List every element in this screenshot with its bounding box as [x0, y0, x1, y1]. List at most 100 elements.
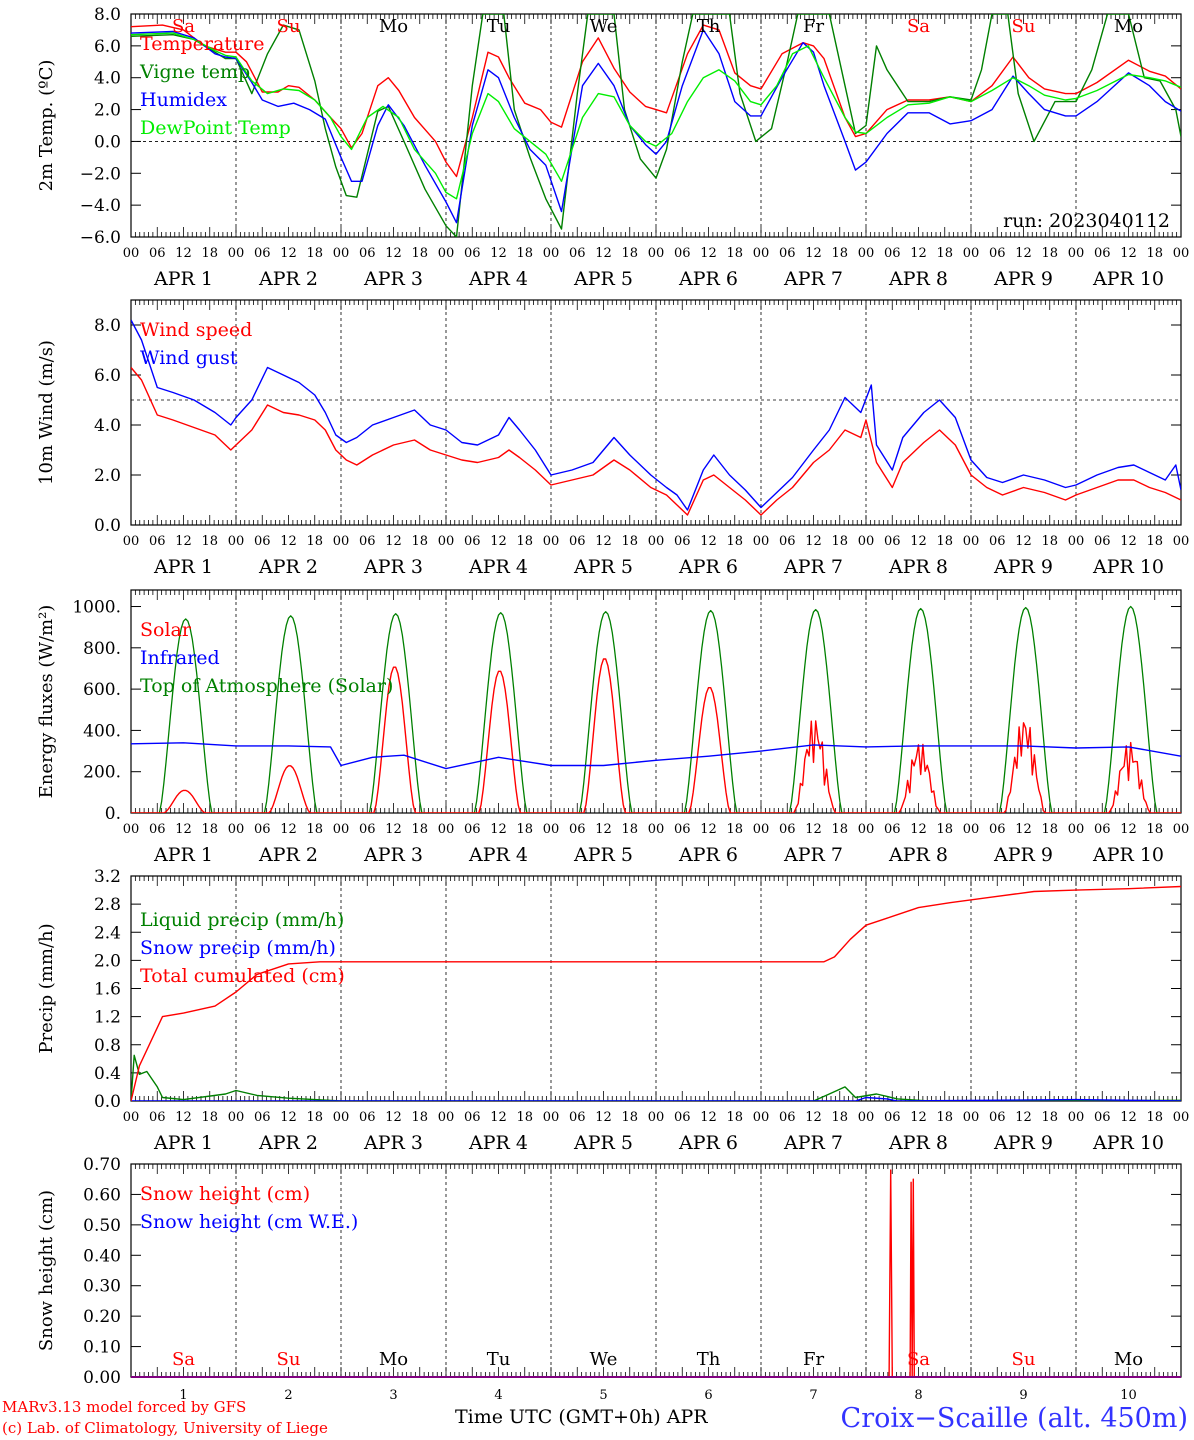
hour-tick-label: 18	[1146, 822, 1163, 837]
date-label: APR 5	[573, 268, 633, 290]
y-tick-label: 800.	[83, 639, 121, 659]
date-label: APR 10	[1092, 1132, 1164, 1154]
hour-tick-label: 06	[254, 246, 271, 261]
hour-tick-label: 00	[648, 822, 665, 837]
legend-entry: Wind speed	[140, 319, 252, 341]
legend-entry: Infrared	[140, 647, 220, 669]
hour-tick-label: 06	[1094, 822, 1111, 837]
hour-tick-label: 00	[858, 246, 875, 261]
weekday-label: Th	[697, 16, 721, 37]
y-tick-label: 0.0	[94, 132, 121, 152]
y-tick-label: 6.0	[94, 37, 121, 57]
hour-tick-label: 00	[1173, 822, 1190, 837]
hour-tick-label: 06	[1094, 1110, 1111, 1125]
model-credit: MARv3.13 model forced by GFS	[2, 1398, 246, 1416]
y-tick-label: 4.0	[94, 69, 121, 89]
hour-tick-label: 06	[779, 822, 796, 837]
hour-tick-label: 18	[306, 1110, 323, 1125]
date-label: APR 5	[573, 556, 633, 578]
hour-tick-label: 00	[858, 534, 875, 549]
hour-tick-label: 00	[1068, 534, 1085, 549]
hour-tick-label: 12	[700, 822, 717, 837]
hour-tick-label: 00	[963, 1110, 980, 1125]
date-label: APR 6	[678, 844, 738, 866]
hour-tick-label: 00	[1173, 1110, 1190, 1125]
date-label: APR 3	[363, 556, 423, 578]
date-label: APR 4	[468, 1132, 528, 1154]
day-number: 1	[179, 1388, 187, 1403]
hour-tick-label: 06	[779, 1110, 796, 1125]
hour-tick-label: 12	[1120, 534, 1137, 549]
hour-tick-label: 18	[306, 822, 323, 837]
series-group	[131, 1169, 1181, 1377]
hour-tick-label: 18	[201, 534, 218, 549]
hour-tick-label: 12	[805, 246, 822, 261]
legend-entry: Wind gust	[140, 347, 238, 369]
weekday-label: Sa	[172, 16, 195, 37]
date-label: APR 6	[678, 1132, 738, 1154]
hour-tick-label: 18	[306, 534, 323, 549]
hour-tick-label: 18	[201, 246, 218, 261]
hour-tick-label: 06	[254, 822, 271, 837]
hour-tick-label: 00	[543, 1110, 560, 1125]
date-label: APR 5	[573, 1132, 633, 1154]
y-tick-label: 2.0	[94, 101, 121, 121]
hour-tick-label: 00	[858, 1110, 875, 1125]
hour-tick-label: 06	[149, 246, 166, 261]
weekday-label: We	[590, 16, 618, 37]
day-number: 7	[809, 1388, 817, 1403]
hour-tick-label: 18	[621, 1110, 638, 1125]
date-label: APR 2	[258, 1132, 318, 1154]
legend-entry: Humidex	[140, 89, 227, 111]
y-tick-label: 0.10	[83, 1338, 121, 1358]
day-number: 8	[914, 1388, 922, 1403]
date-label: APR 2	[258, 268, 318, 290]
y-tick-label: 0.70	[83, 1155, 121, 1175]
hour-tick-label: 00	[753, 1110, 770, 1125]
hour-tick-label: 18	[936, 534, 953, 549]
date-label: APR 4	[468, 844, 528, 866]
date-label: APR 9	[993, 1132, 1053, 1154]
hour-tick-label: 18	[726, 1110, 743, 1125]
date-label: APR 3	[363, 1132, 423, 1154]
hour-tick-label: 18	[1041, 534, 1058, 549]
weekday-label: Su	[1012, 16, 1036, 37]
day-number: 3	[389, 1388, 397, 1403]
y-tick-label: 0.20	[83, 1307, 121, 1327]
hour-tick-label: 18	[1146, 1110, 1163, 1125]
hour-tick-label: 12	[175, 534, 192, 549]
hour-tick-label: 00	[333, 1110, 350, 1125]
date-label: APR 8	[888, 844, 948, 866]
weekday-label: Tu	[487, 1349, 511, 1370]
date-label: APR 2	[258, 844, 318, 866]
hour-tick-label: 12	[175, 822, 192, 837]
plot-frame	[130, 299, 1182, 526]
y-tick-label: 0.50	[83, 1216, 121, 1236]
hour-tick-label: 18	[516, 246, 533, 261]
hour-tick-label: 06	[464, 822, 481, 837]
hour-tick-label: 12	[280, 1110, 297, 1125]
x-axis-title: Time UTC (GMT+0h) APR	[455, 1406, 708, 1428]
hour-tick-label: 12	[280, 534, 297, 549]
chart-panel-2: 8.0 6.0 4.0 2.0 0.0 10m Wind (m/s) 00 06 12 18 APR…	[36, 299, 1189, 578]
date-label: APR 7	[783, 268, 843, 290]
hour-tick-label: 00	[648, 1110, 665, 1125]
y-tick-label: 0.60	[83, 1185, 121, 1205]
date-label: APR 5	[573, 844, 633, 866]
hour-tick-label: 06	[569, 822, 586, 837]
y-tick-label: 8.0	[94, 316, 121, 336]
legend-entry: Liquid precip (mm/h)	[140, 909, 344, 931]
hour-tick-label: 12	[595, 534, 612, 549]
hour-tick-label: 12	[490, 246, 507, 261]
hour-tick-label: 06	[674, 534, 691, 549]
series-snow-precip-mm-h-	[131, 1096, 1181, 1101]
hour-tick-label: 06	[569, 1110, 586, 1125]
series-group	[131, 319, 1181, 516]
hour-tick-label: 00	[333, 822, 350, 837]
y-tick-label: 1.2	[94, 1008, 121, 1028]
hour-tick-label: 18	[411, 246, 428, 261]
y-tick-label: 0.30	[83, 1277, 121, 1297]
date-label: APR 10	[1092, 556, 1164, 578]
date-label: APR 1	[153, 1132, 213, 1154]
legend-entry: Total cumulated (cm)	[140, 965, 345, 987]
